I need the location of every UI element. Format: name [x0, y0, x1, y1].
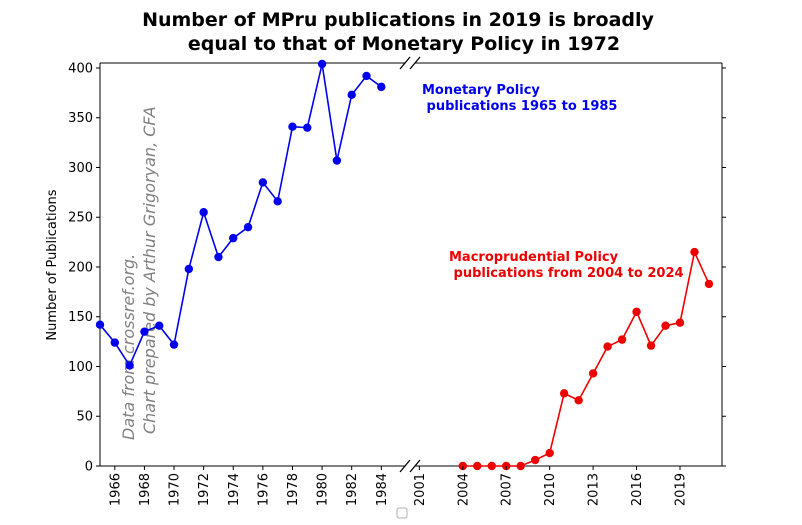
x-tick-label: 2007 — [500, 473, 515, 506]
annotation-2-line: Macroprudential Policy — [449, 250, 619, 265]
series-1-point — [273, 197, 282, 206]
x-tick-label: 1968 — [138, 473, 153, 506]
x-tick-label: 2001 — [413, 473, 428, 506]
series-1-point — [155, 321, 164, 330]
series-1-point — [243, 222, 253, 232]
series-1-point — [110, 338, 120, 347]
series-2-point — [675, 318, 685, 327]
watermark: Data from crossref.org. Chart prepared by… — [119, 106, 159, 440]
y-tick-label: 300 — [68, 161, 93, 176]
series-1-point — [140, 327, 149, 336]
annotation-1-line: Monetary Policy — [422, 83, 540, 98]
series-1-point — [95, 320, 105, 329]
series-1-point — [317, 59, 327, 69]
y-axis-label: Number of Publications — [45, 189, 60, 340]
series-2-point — [617, 335, 627, 344]
series-2-point — [603, 342, 612, 351]
legend-placeholder-box — [396, 507, 408, 519]
series-1-point — [303, 123, 312, 132]
series-1-point — [377, 82, 386, 92]
series-1-point — [199, 208, 208, 217]
axis-break-mark-top-1 — [399, 56, 411, 70]
annotation-1-line: publications 1965 to 1985 — [422, 99, 617, 114]
axis-break-mark-bottom-1 — [399, 459, 411, 473]
annotation-2: Macroprudential Policy publications from… — [449, 250, 684, 281]
watermark-line-1: Data from crossref.org. — [119, 254, 138, 440]
x-tick-label: 1972 — [197, 473, 212, 506]
watermark-line-2: Chart prepared by Arthur Grigoryan, CFA — [140, 106, 159, 434]
ticks-layer: 0 50 100 150 200 250 300 350 400 1966 1968 1970 1972… — [68, 61, 726, 506]
annotation-2-line: publications from 2004 to 2024 — [449, 266, 684, 281]
x-tick-label: 2019 — [674, 473, 689, 506]
x-tick-label: 1974 — [227, 473, 242, 506]
series-1-point — [258, 178, 268, 187]
series-2-point — [704, 279, 714, 289]
x-tick-label: 2010 — [543, 473, 558, 506]
y-tick-label: 400 — [68, 61, 93, 76]
series-2-point — [487, 461, 496, 471]
x-tick-label: 2016 — [630, 473, 645, 506]
y-tick-label: 200 — [68, 260, 93, 275]
series-1-point — [288, 122, 297, 131]
chart-title-line-2: equal to that of Monetary Policy in 1972 — [188, 33, 620, 55]
series-2-point — [574, 396, 583, 405]
series-2-point — [632, 307, 641, 316]
axis-break-mark-top-2 — [409, 56, 421, 70]
series-line-2 — [462, 249, 710, 467]
y-tick-label: 100 — [68, 360, 93, 375]
x-tick-label: 1984 — [375, 473, 390, 506]
series-1-point — [362, 71, 371, 81]
series-layer — [95, 59, 714, 471]
series-2-point — [545, 448, 554, 458]
series-1 — [95, 59, 386, 370]
series-1-point — [169, 340, 179, 349]
series-2-point — [588, 369, 598, 378]
series-1-point — [125, 361, 134, 370]
series-1-point — [332, 156, 342, 165]
x-tick-label: 1970 — [168, 473, 183, 506]
y-tick-label: 50 — [76, 410, 93, 425]
series-2-point — [646, 341, 656, 350]
x-tick-label: 1966 — [108, 473, 123, 506]
y-tick-label: 0 — [85, 460, 93, 475]
series-2-point — [559, 389, 569, 398]
x-tick-label: 2004 — [456, 473, 471, 506]
annotations-layer: Monetary Policy publications 1965 to 198… — [422, 83, 684, 281]
y-tick-label: 150 — [68, 310, 93, 325]
chart-title-line-1: Number of MPru publications in 2019 is b… — [142, 9, 654, 31]
axes-frame — [99, 56, 723, 473]
series-2-point — [661, 321, 670, 330]
series-1-point — [214, 252, 223, 262]
series-1-point — [229, 233, 238, 243]
series-1-point — [347, 90, 356, 100]
annotation-1: Monetary Policy publications 1965 to 198… — [422, 83, 617, 114]
axis-break-mark-bottom-2 — [409, 459, 421, 473]
x-tick-label: 1978 — [286, 473, 301, 506]
series-2-point — [516, 461, 525, 471]
y-tick-label: 250 — [68, 211, 93, 226]
series-1-point — [184, 264, 194, 274]
series-2 — [458, 247, 714, 471]
x-tick-label: 2013 — [587, 473, 602, 506]
x-tick-label: 1976 — [256, 473, 271, 506]
series-2-point — [473, 461, 482, 471]
series-2-point — [530, 455, 540, 465]
y-tick-label: 350 — [68, 111, 93, 126]
x-tick-label: 1982 — [345, 473, 360, 506]
series-2-point — [690, 247, 699, 257]
x-tick-label: 1980 — [316, 473, 331, 506]
